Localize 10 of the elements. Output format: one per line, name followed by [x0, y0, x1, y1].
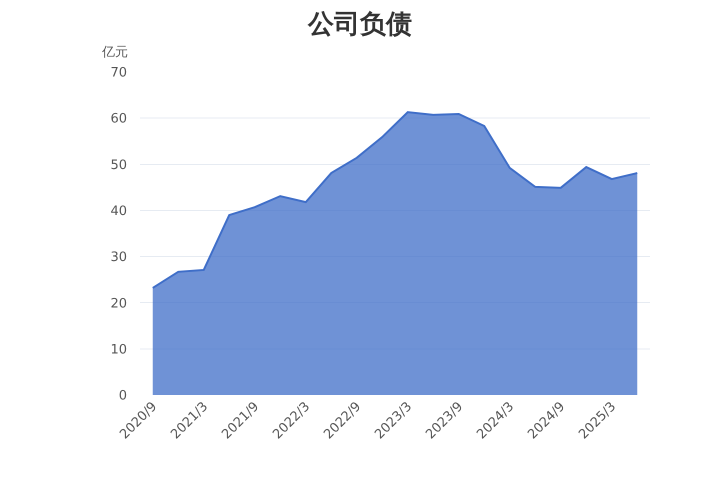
- y-tick-label: 10: [110, 342, 127, 358]
- y-tick-label: 40: [110, 204, 127, 219]
- y-tick-label: 20: [110, 296, 127, 312]
- y-tick-label: 50: [110, 158, 127, 173]
- y-tick-label: 70: [110, 66, 127, 81]
- y-tick-label: 60: [110, 112, 127, 127]
- y-axis-title: 亿元: [101, 45, 128, 60]
- y-tick-label: 30: [110, 250, 127, 266]
- chart-title: 公司负债: [307, 10, 412, 40]
- y-tick-label: 0: [118, 388, 127, 404]
